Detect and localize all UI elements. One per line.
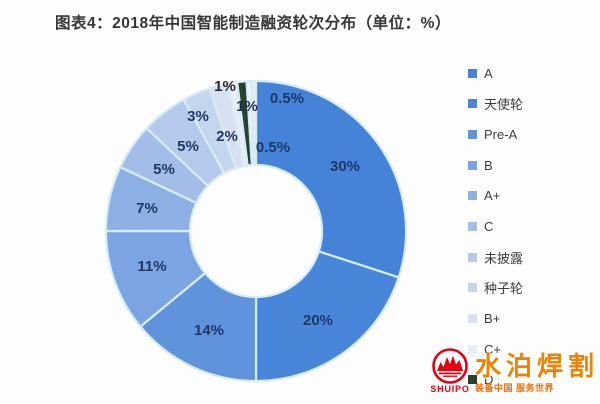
pie-slice-A: [254, 79, 408, 279]
legend-item-Pre-A: Pre-A: [468, 126, 523, 142]
data-label-天使轮: 20%: [303, 312, 333, 329]
legend-swatch-icon: [468, 344, 477, 354]
legend-swatch-icon: [468, 283, 477, 293]
watermark-tagline: 装备中国 服务世界: [475, 383, 555, 393]
legend-swatch-icon: [468, 191, 477, 201]
legend-label: A+: [484, 188, 501, 204]
legend-swatch-icon: [468, 221, 477, 231]
data-label-C+: 1%: [214, 78, 236, 95]
legend-item-A+: A+: [468, 188, 523, 204]
legend-item-C+: C+: [468, 341, 523, 357]
shuipo-emblem-icon: [432, 348, 468, 384]
pie-slice-天使轮: [254, 250, 400, 383]
legend-swatch-icon: [468, 129, 477, 139]
legend-label: 未披露: [484, 250, 524, 266]
legend-swatch-icon: [468, 99, 477, 109]
legend-label: A: [484, 65, 493, 81]
legend-item-未披露: 未披露: [468, 250, 524, 266]
legend-label: C+: [484, 341, 501, 357]
watermark-brand: 水泊焊割: [475, 351, 600, 381]
legend-label: D: [484, 372, 494, 388]
watermark-emblem-block: SHUIPO: [427, 345, 473, 401]
legend-swatch-icon: [468, 252, 477, 262]
data-label-A: 30%: [330, 158, 360, 175]
legend-item-B: B: [468, 157, 523, 173]
legend: A 天使轮 Pre-A B A+ C 未披露种子轮 B+ C+ D: [468, 66, 523, 404]
legend-item-C: C: [468, 218, 523, 234]
legend-item-D: D: [468, 372, 523, 388]
legend-swatch-icon: [468, 68, 477, 78]
watermark-text-block: 水泊焊割 装备中国 服务世界: [473, 345, 600, 401]
data-label-未披露: 5%: [177, 138, 199, 155]
data-label-unlabeled-11: 0.5%: [270, 90, 304, 107]
legend-item-A: A: [468, 65, 523, 81]
watermark-logo: SHUIPO 水泊焊割 装备中国 服务世界: [427, 345, 600, 401]
chart-title: 图表4：2018年中国智能制造融资轮次分布（单位：%）: [55, 15, 451, 32]
pie-slice-unlabeled-12: [250, 79, 258, 167]
watermark-subbrand: SHUIPO: [430, 384, 470, 394]
legend-item-种子轮: 种子轮: [468, 281, 524, 297]
data-label-B: 11%: [137, 258, 166, 275]
data-label-C: 5%: [153, 161, 175, 178]
legend-swatch-icon: [468, 160, 477, 170]
legend-swatch-icon: [468, 314, 477, 323]
data-label-unlabeled-12: 0.5%: [256, 139, 290, 156]
legend-label: 种子轮: [484, 281, 524, 297]
data-label-B+: 2%: [216, 128, 238, 145]
data-label-Pre-A: 14%: [194, 322, 224, 339]
data-label-D: 1%: [236, 98, 258, 115]
data-label-种子轮: 3%: [187, 108, 209, 125]
legend-label: C: [484, 218, 494, 234]
legend-label: B: [484, 157, 493, 173]
legend-label: B+: [484, 311, 501, 326]
legend-swatch-icon: [468, 375, 477, 385]
legend-item-天使轮: 天使轮: [468, 97, 524, 113]
legend-label: Pre-A: [484, 126, 518, 142]
data-label-A+: 7%: [136, 200, 158, 217]
legend-item-B+: B+: [468, 311, 523, 326]
legend-label: 天使轮: [484, 97, 524, 113]
